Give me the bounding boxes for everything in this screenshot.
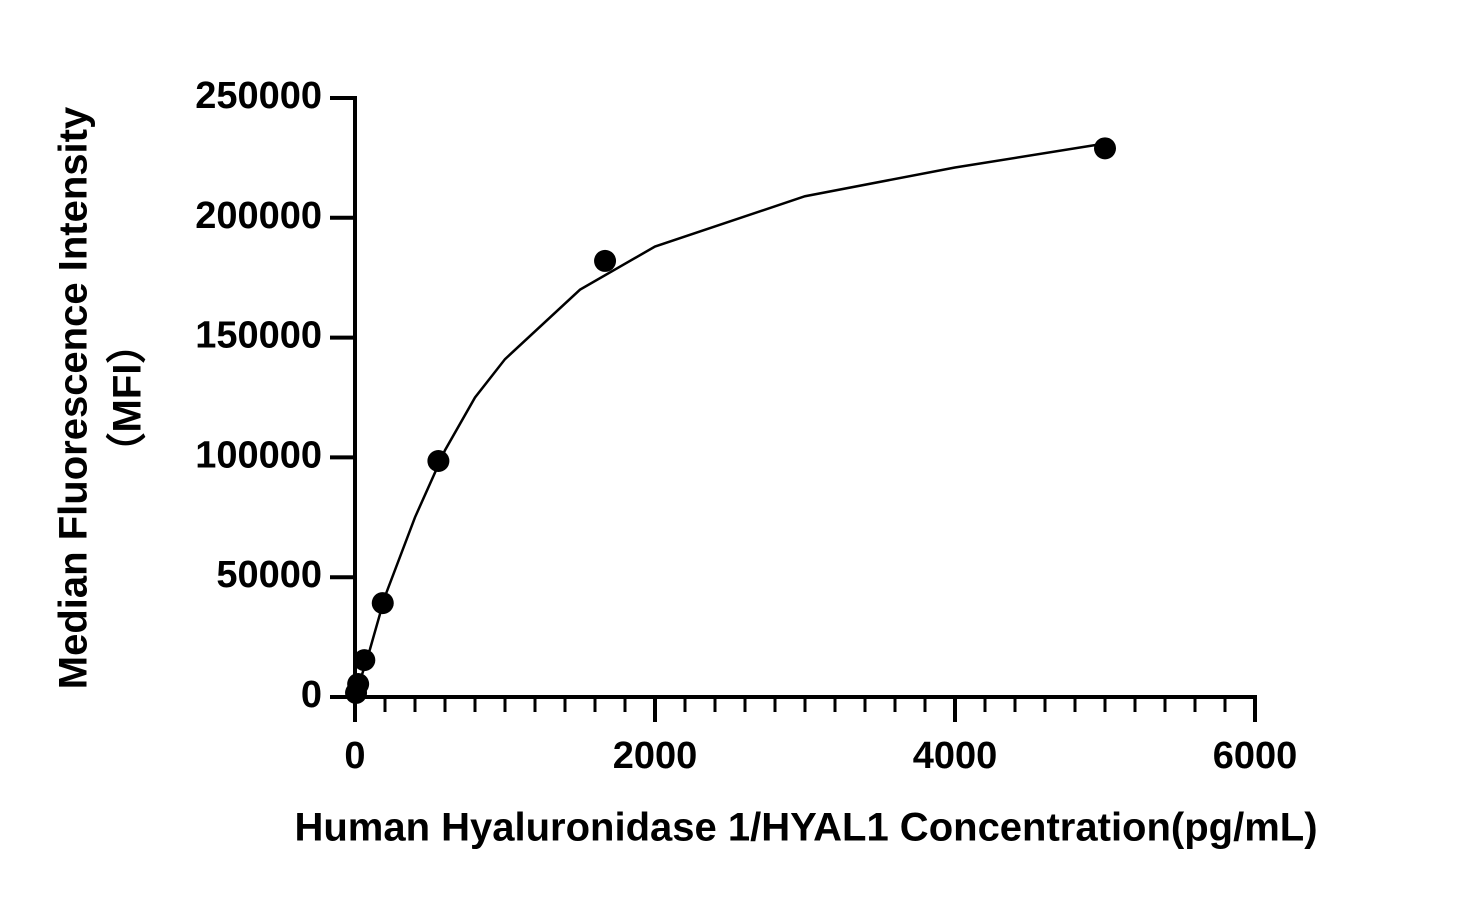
data-point [1094,137,1116,160]
x-tick-label: 6000 [1213,735,1298,777]
x-axis-title: Human Hyaluronidase 1/HYAL1 Concentratio… [294,806,1317,850]
y-tick-label: 100000 [195,434,322,476]
data-point [427,449,450,472]
y-tick-label: 0 [301,674,322,716]
data-point [371,592,394,615]
y-tick-label: 200000 [195,195,322,237]
y-axis-title-line: Median Fluorescence Intensity [52,106,96,689]
data-point [345,681,368,704]
y-axis-title-line: （MFI） [106,324,150,473]
fit-curve [353,142,1106,698]
x-tick-label: 0 [344,735,365,777]
x-tick-label: 4000 [913,735,998,777]
x-tick-label: 2000 [613,735,698,777]
y-tick-label: 150000 [195,315,322,357]
data-point [353,649,376,672]
y-tick-label: 50000 [216,554,322,596]
data-point [594,249,617,272]
y-tick-label: 250000 [195,75,322,117]
y-axis-title: Median Fluorescence Intensity （MFI） [52,106,150,689]
